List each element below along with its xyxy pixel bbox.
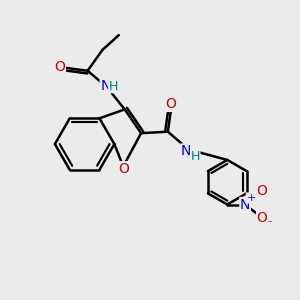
Text: O: O bbox=[118, 162, 129, 176]
Text: O: O bbox=[165, 97, 176, 111]
Text: H: H bbox=[109, 80, 118, 93]
Text: O: O bbox=[256, 184, 268, 198]
Text: H: H bbox=[190, 150, 200, 163]
Text: N: N bbox=[181, 144, 191, 158]
Text: -: - bbox=[268, 216, 272, 226]
Text: O: O bbox=[256, 211, 268, 225]
Text: O: O bbox=[55, 60, 65, 74]
Text: +: + bbox=[246, 193, 256, 203]
Text: N: N bbox=[240, 197, 250, 212]
Text: N: N bbox=[100, 79, 111, 93]
